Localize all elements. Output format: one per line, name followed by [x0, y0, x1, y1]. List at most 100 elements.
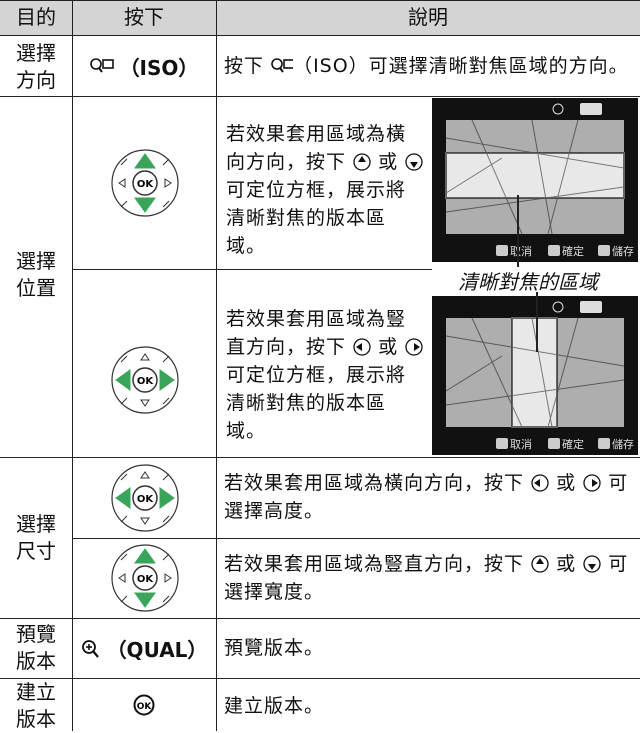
description: 若效果套用區域為橫向方向，按下 或 可定位方框，展示將清晰對焦的版本區域。 — [226, 120, 424, 260]
button-icon — [548, 245, 560, 256]
photo-detail — [445, 379, 625, 406]
description: 建立版本。 — [224, 692, 638, 720]
photo-detail — [445, 355, 503, 392]
ok-button — [132, 565, 158, 591]
screen-label: 取消 — [510, 244, 532, 258]
button-icon — [496, 245, 508, 256]
arrow — [410, 162, 419, 168]
text: （ISO）可選擇清晰對焦區域的方向。 — [293, 55, 629, 77]
screen-label: 取消 — [510, 437, 532, 451]
tick — [120, 553, 128, 561]
rule — [72, 0, 73, 731]
ok-glyph: OK — [137, 494, 155, 505]
arrow — [140, 471, 150, 479]
multi-selector: OK — [111, 544, 179, 612]
photo-detail — [445, 157, 503, 194]
grid — [101, 59, 114, 69]
purpose: 選擇尺寸 — [16, 512, 56, 563]
arrow-icon — [353, 338, 371, 356]
top-icon — [552, 301, 564, 313]
selector: OK — [110, 148, 180, 222]
ok-button — [132, 170, 158, 196]
photo-detail — [445, 186, 625, 213]
handle — [91, 649, 99, 658]
rule — [216, 0, 217, 731]
top-icon — [552, 103, 564, 115]
screen-label: 儲存 — [612, 244, 634, 258]
text: 或 — [378, 336, 399, 358]
selector: OK — [110, 345, 180, 419]
ok-icon: OK — [133, 694, 155, 716]
photo-detail — [547, 119, 579, 235]
tick — [120, 158, 128, 166]
active-arrow — [134, 153, 156, 169]
text: 可定位方框，展示將清晰對焦的版本區域。 — [226, 364, 407, 442]
caption: 清晰對焦的區域 — [458, 270, 598, 294]
description: 若效果套用區域為豎直方向，按下 或 可定位方框，展示將清晰對焦的版本區域。 — [226, 305, 424, 445]
text: 可定位方框，展示將清晰對焦的版本區域。 — [226, 179, 407, 257]
purpose: 選擇方向 — [16, 41, 56, 92]
ok-glyph: OK — [137, 179, 155, 190]
arrow — [358, 156, 367, 162]
top-icon — [580, 103, 602, 115]
photo-detail — [445, 335, 625, 367]
header-cell: 按下 — [124, 5, 164, 29]
description: 按下 （ISO）可選擇清晰對焦區域的方向。 — [224, 52, 640, 80]
leader-line — [536, 292, 538, 352]
photo-detail — [547, 317, 579, 428]
rule — [0, 457, 640, 458]
button-icon — [496, 438, 508, 449]
tick — [162, 473, 170, 481]
text: 若效果套用區域為豎直方向，按下 — [224, 553, 525, 575]
screen-label: 確定 — [562, 244, 584, 258]
press-cell: （ISO） — [72, 36, 216, 96]
active-arrow — [159, 369, 175, 391]
focus-frame — [511, 317, 558, 428]
text: 或 — [556, 472, 577, 494]
active-arrow — [115, 369, 131, 391]
tick — [162, 397, 170, 405]
rule — [0, 96, 640, 97]
button-icon — [598, 438, 610, 449]
button-icon — [598, 245, 610, 256]
shade — [557, 318, 624, 427]
arrow — [140, 353, 150, 361]
press-cell: OK — [72, 679, 216, 731]
shade — [446, 120, 624, 153]
tick — [162, 553, 170, 561]
arrow — [140, 517, 150, 525]
leader-line — [517, 195, 519, 267]
tick — [162, 515, 170, 523]
arrow-icon — [405, 338, 423, 356]
screen: 取消 確定 儲存 — [432, 98, 638, 262]
arrow-icon — [583, 555, 601, 573]
tick — [162, 355, 170, 363]
photo-detail — [531, 119, 553, 235]
tick — [120, 355, 128, 363]
ok-glyph: OK — [137, 574, 155, 585]
press-cell: （QUAL） — [72, 619, 216, 678]
header-cell: 說明 — [408, 5, 448, 29]
multi-selector: OK — [111, 346, 179, 414]
arrow-icon — [531, 474, 549, 492]
selector: OK — [110, 463, 180, 537]
arrow — [164, 178, 172, 188]
tick — [120, 200, 128, 208]
tick — [162, 200, 170, 208]
focus-frame — [445, 152, 625, 199]
tick — [120, 595, 128, 603]
screen-label: 確定 — [562, 437, 584, 451]
header-cell: 目的 — [16, 5, 56, 29]
rule — [72, 538, 640, 539]
tick — [162, 158, 170, 166]
text: 或 — [556, 553, 577, 575]
purpose: 預覽版本 — [16, 622, 56, 673]
active-arrow — [134, 548, 156, 564]
active-arrow — [134, 592, 156, 608]
top-icon — [580, 301, 602, 313]
arrow-icon — [353, 153, 371, 171]
rule — [0, 35, 640, 36]
handle — [279, 67, 284, 73]
text: 或 — [378, 151, 399, 173]
